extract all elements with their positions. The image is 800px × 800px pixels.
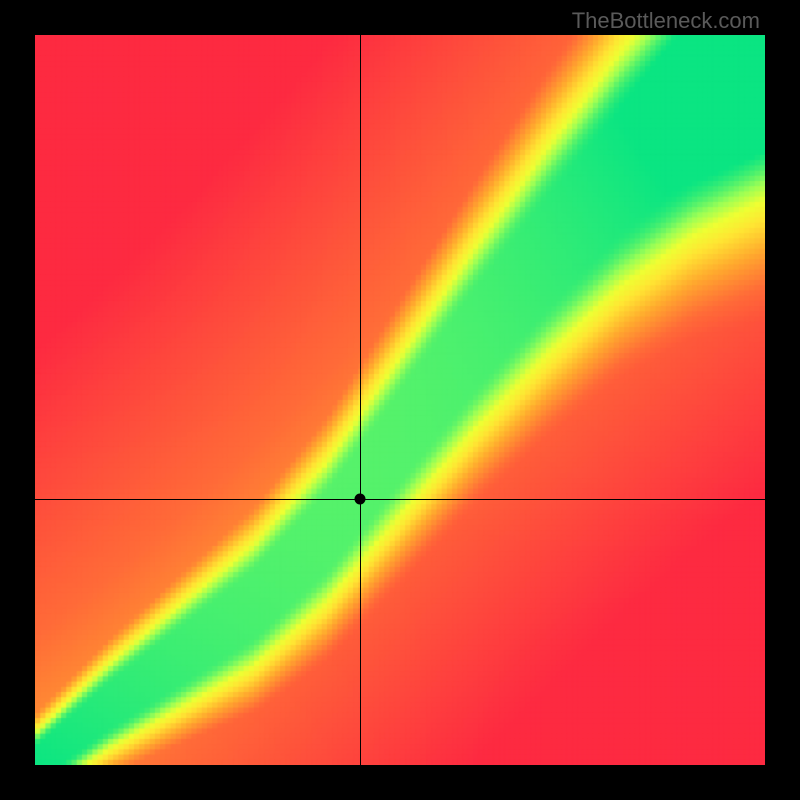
crosshair-horizontal [35, 499, 765, 500]
heatmap-canvas [35, 35, 765, 765]
crosshair-vertical [360, 35, 361, 765]
heatmap-plot [35, 35, 765, 765]
data-point-marker [354, 493, 365, 504]
watermark-text: TheBottleneck.com [572, 8, 760, 34]
